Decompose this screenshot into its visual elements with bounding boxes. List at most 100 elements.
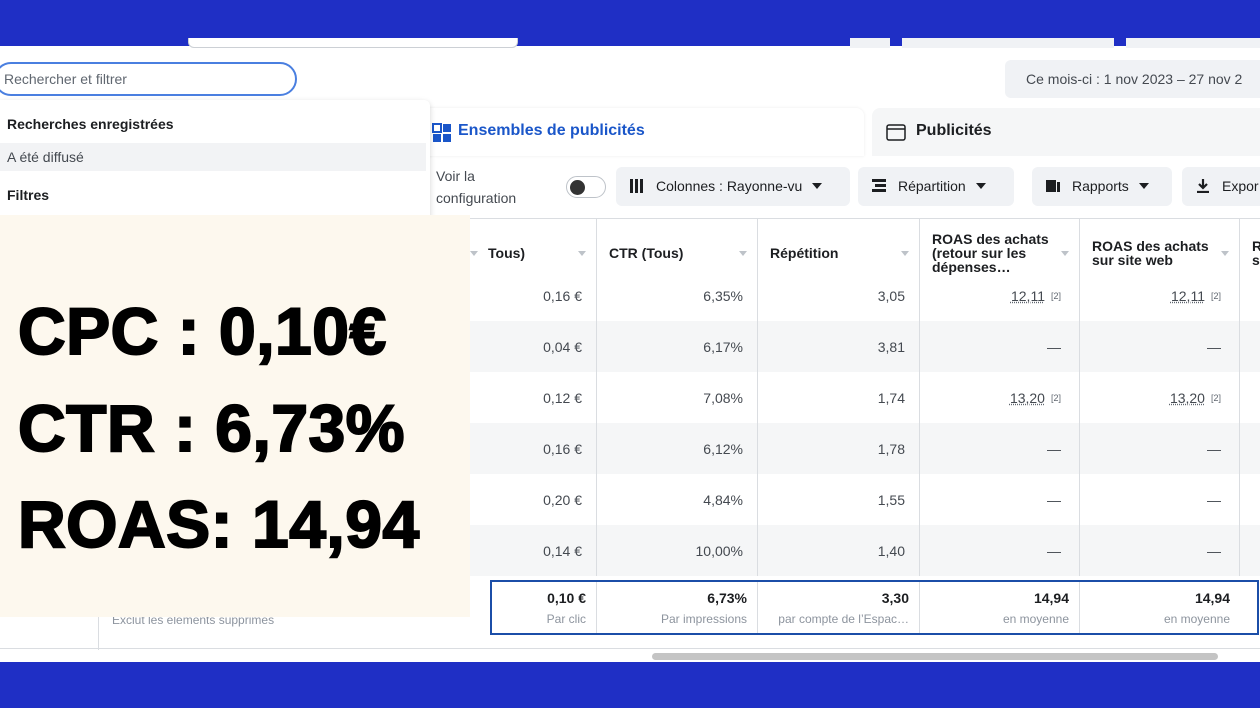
summary-value: 0,10 € [547,590,586,606]
cell-value: 0,12 € [543,389,582,406]
table-cell: 0,16 € [470,423,597,474]
summary-highlight [490,580,1259,635]
empty-value: — [1047,338,1061,355]
scrollbar[interactable] [652,653,1218,660]
cell-value: 6,17% [703,338,743,355]
date-range[interactable]: Ce mois-ci : 1 nov 2023 – 27 nov 2 [1005,60,1260,98]
cell-note: [2] [1210,392,1221,403]
sort-caret [739,251,747,256]
empty-value: — [1207,338,1221,355]
empty-value: — [1047,542,1061,559]
sort-caret [578,251,586,256]
summary-cell: 0,10 € Par clic [470,580,597,635]
column-header[interactable]: R s [1240,218,1260,288]
tab[interactable]: Publicités [872,108,1260,156]
search-dropdown: Recherches enregistrées A été diffusé Fi… [0,100,430,220]
table-cell: 13,20 [2] [1080,372,1240,423]
table-cell: — [1080,423,1240,474]
tab-icon [886,124,906,141]
summary-label: Par clic [546,612,586,626]
button-label: Rapports [1072,178,1129,194]
tab-label: Publicités [916,122,992,139]
breakdown-button[interactable]: Répartition [858,167,1014,206]
cell-value: 12,11 [1170,287,1205,304]
header-rule [470,218,1260,219]
column-header[interactable]: CTR (Tous) [597,218,758,288]
column-header[interactable]: Tous) [470,218,597,288]
button-icon [1197,179,1209,193]
summary-label: Par impressions [660,612,747,626]
column-header[interactable]: Répétition [758,218,920,288]
empty-value: — [1207,542,1221,559]
summary-value: 14,94 [1194,590,1230,606]
summary-value: 14,94 [1033,590,1069,606]
table-cell: 0,12 € [470,372,597,423]
columns-button[interactable]: Colonnes : Rayonne-vu [616,167,850,206]
saved-search[interactable]: A été diffusé [0,143,426,171]
sort-caret [470,251,478,256]
table-row: 0,20 € 4,84% 1,55 — — [470,474,1260,525]
table-cell: 1,74 [758,372,920,423]
reports-button[interactable]: Rapports [1032,167,1172,206]
table-cell [1240,525,1260,576]
table-row: 0,16 € 6,12% 1,78 — — [470,423,1260,474]
config-label: Voir la configuration [436,168,517,206]
cell-value: 6,35% [703,287,743,304]
table-cell: 1,40 [758,525,920,576]
search-box[interactable]: Rechercher et filtrer [0,62,297,96]
cell-note: [2] [1210,290,1221,301]
summary-value: 6,73% [707,590,747,606]
dropdown-title: Recherches enregistrées [7,116,174,132]
summary-label: en moyenne [1163,612,1230,626]
table-cell: 6,17% [597,321,758,372]
tab-active[interactable]: Ensembles de publicités [424,108,864,156]
cell-value: 6,12% [703,440,743,457]
table-cell: 4,84% [597,474,758,525]
table-cell: — [1080,474,1240,525]
export-button[interactable]: Expor [1182,167,1260,206]
top-field [188,38,518,48]
summary-label: en moyenne [1002,612,1069,626]
table-row: 0,14 € 10,00% 1,40 — — [470,525,1260,576]
column-header-label: ROAS des achats sur site web [1092,238,1209,268]
table-cell: 3,05 [758,270,920,321]
cell-value: 10,00% [695,542,743,559]
table-cell: — [920,423,1080,474]
cell-value: 1,78 [877,440,905,457]
cell-note: [2] [1050,290,1061,301]
toggle-knob [570,180,585,195]
cell-value: 3,81 [877,338,905,355]
table-cell [1240,423,1260,474]
cell-value: 7,08% [703,389,743,406]
table-cell: 7,08% [597,372,758,423]
column-header[interactable]: ROAS des achats (retour sur les dépenses… [920,218,1080,288]
table-row: 0,04 € 6,17% 3,81 — — [470,321,1260,372]
column-header-label: Répétition [770,245,839,261]
cell-value: 1,74 [877,389,905,406]
table-cell: 10,00% [597,525,758,576]
button-label: Colonnes : Rayonne-vu [656,178,803,194]
button-icon [1046,180,1060,192]
column-header-label: CTR (Tous) [609,245,684,261]
sort-caret [1061,251,1069,256]
button-label: Expor [1222,178,1259,194]
table-row: 0,12 € 7,08% 1,74 13,20 [2] 13,20 [2] [470,372,1260,423]
table-cell: 1,78 [758,423,920,474]
column-header[interactable]: ROAS des achats sur site web [1080,218,1240,288]
table-cell: — [1080,525,1240,576]
table-cell: 6,35% [597,270,758,321]
table-cell [1240,321,1260,372]
table-bottom-rule [0,648,1260,649]
filters-title: Filtres [7,187,50,203]
toggle[interactable] [566,176,606,198]
table-cell: 12,11 [2] [920,270,1080,321]
table-cell: 1,55 [758,474,920,525]
table-cell: 0,20 € [470,474,597,525]
cell-value: 0,20 € [543,491,582,508]
empty-value: — [1207,491,1221,508]
table-cell: — [920,525,1080,576]
empty-value: — [1207,440,1221,457]
overlay-metric: CPC : 0,10€ [17,293,387,369]
table-cell: — [920,474,1080,525]
